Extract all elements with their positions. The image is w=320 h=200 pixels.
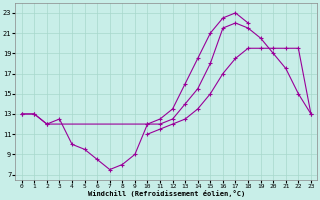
X-axis label: Windchill (Refroidissement éolien,°C): Windchill (Refroidissement éolien,°C) (88, 190, 245, 197)
